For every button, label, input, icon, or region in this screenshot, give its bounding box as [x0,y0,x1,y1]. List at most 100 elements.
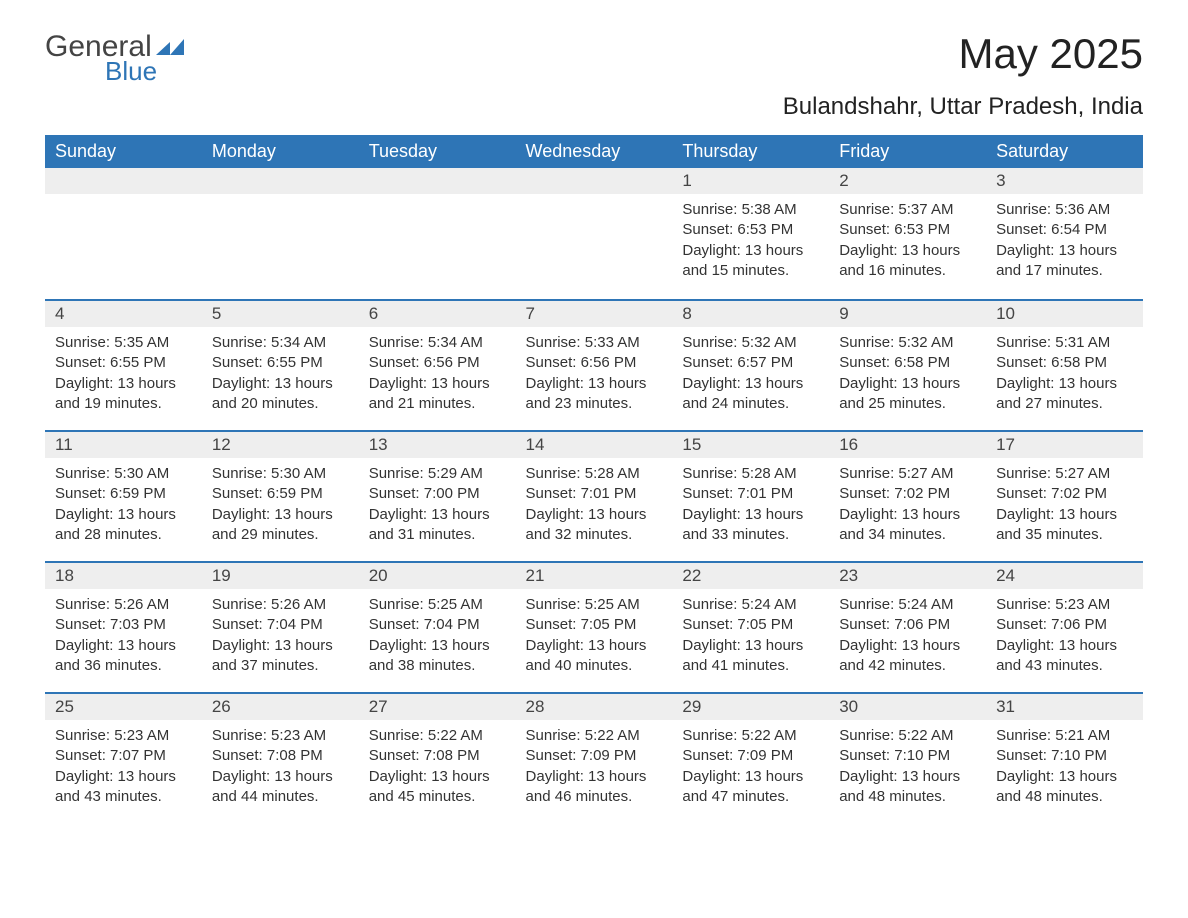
sunset-text: Sunset: 7:08 PM [212,746,349,766]
daylight-text: Daylight: 13 hours and 37 minutes. [212,636,349,677]
day-number-empty [359,168,516,194]
sunrise-text: Sunrise: 5:27 AM [996,464,1133,484]
sunrise-text: Sunrise: 5:22 AM [369,726,506,746]
sunset-text: Sunset: 7:10 PM [996,746,1133,766]
calendar-day-cell: 21Sunrise: 5:25 AMSunset: 7:05 PMDayligh… [516,561,673,692]
weekday-header: Tuesday [359,135,516,168]
daylight-text: Daylight: 13 hours and 25 minutes. [839,374,976,415]
weekday-header: Wednesday [516,135,673,168]
daylight-text: Daylight: 13 hours and 41 minutes. [682,636,819,677]
sunset-text: Sunset: 6:55 PM [212,353,349,373]
weekday-header: Saturday [986,135,1143,168]
day-details: Sunrise: 5:25 AMSunset: 7:04 PMDaylight:… [359,589,516,680]
calendar-day-cell: 15Sunrise: 5:28 AMSunset: 7:01 PMDayligh… [672,430,829,561]
day-number: 17 [986,430,1143,458]
weekday-header: Sunday [45,135,202,168]
daylight-text: Daylight: 13 hours and 15 minutes. [682,241,819,282]
day-number: 31 [986,692,1143,720]
day-details: Sunrise: 5:25 AMSunset: 7:05 PMDaylight:… [516,589,673,680]
sunrise-text: Sunrise: 5:23 AM [55,726,192,746]
header: General Blue May 2025 [45,30,1143,87]
daylight-text: Daylight: 13 hours and 35 minutes. [996,505,1133,546]
sunrise-text: Sunrise: 5:25 AM [526,595,663,615]
calendar-day-cell: 10Sunrise: 5:31 AMSunset: 6:58 PMDayligh… [986,299,1143,430]
day-number: 16 [829,430,986,458]
calendar-table: SundayMondayTuesdayWednesdayThursdayFrid… [45,135,1143,823]
sunrise-text: Sunrise: 5:29 AM [369,464,506,484]
sunrise-text: Sunrise: 5:32 AM [682,333,819,353]
daylight-text: Daylight: 13 hours and 33 minutes. [682,505,819,546]
sunset-text: Sunset: 7:00 PM [369,484,506,504]
sunset-text: Sunset: 7:04 PM [212,615,349,635]
sunrise-text: Sunrise: 5:32 AM [839,333,976,353]
day-details: Sunrise: 5:30 AMSunset: 6:59 PMDaylight:… [45,458,202,549]
daylight-text: Daylight: 13 hours and 31 minutes. [369,505,506,546]
sunrise-text: Sunrise: 5:34 AM [212,333,349,353]
day-number: 28 [516,692,673,720]
day-details: Sunrise: 5:34 AMSunset: 6:56 PMDaylight:… [359,327,516,418]
calendar-day-cell: 23Sunrise: 5:24 AMSunset: 7:06 PMDayligh… [829,561,986,692]
day-number: 14 [516,430,673,458]
calendar-week-row: 4Sunrise: 5:35 AMSunset: 6:55 PMDaylight… [45,299,1143,430]
sunrise-text: Sunrise: 5:23 AM [996,595,1133,615]
daylight-text: Daylight: 13 hours and 38 minutes. [369,636,506,677]
sunset-text: Sunset: 6:56 PM [369,353,506,373]
daylight-text: Daylight: 13 hours and 29 minutes. [212,505,349,546]
sunrise-text: Sunrise: 5:23 AM [212,726,349,746]
weekday-header: Monday [202,135,359,168]
sunset-text: Sunset: 7:01 PM [526,484,663,504]
sunrise-text: Sunrise: 5:36 AM [996,200,1133,220]
daylight-text: Daylight: 13 hours and 48 minutes. [839,767,976,808]
daylight-text: Daylight: 13 hours and 44 minutes. [212,767,349,808]
title-block: May 2025 [959,30,1143,78]
day-number: 4 [45,299,202,327]
day-details: Sunrise: 5:32 AMSunset: 6:57 PMDaylight:… [672,327,829,418]
daylight-text: Daylight: 13 hours and 32 minutes. [526,505,663,546]
page-title: May 2025 [959,30,1143,78]
calendar-day-cell: 11Sunrise: 5:30 AMSunset: 6:59 PMDayligh… [45,430,202,561]
day-number-empty [45,168,202,194]
sunrise-text: Sunrise: 5:26 AM [55,595,192,615]
sunset-text: Sunset: 7:05 PM [526,615,663,635]
day-number: 1 [672,168,829,194]
sunset-text: Sunset: 7:03 PM [55,615,192,635]
day-details: Sunrise: 5:23 AMSunset: 7:08 PMDaylight:… [202,720,359,811]
day-number: 19 [202,561,359,589]
day-details: Sunrise: 5:28 AMSunset: 7:01 PMDaylight:… [672,458,829,549]
day-number: 2 [829,168,986,194]
daylight-text: Daylight: 13 hours and 43 minutes. [55,767,192,808]
day-number: 7 [516,299,673,327]
day-details: Sunrise: 5:31 AMSunset: 6:58 PMDaylight:… [986,327,1143,418]
calendar-week-row: 11Sunrise: 5:30 AMSunset: 6:59 PMDayligh… [45,430,1143,561]
calendar-day-cell: 22Sunrise: 5:24 AMSunset: 7:05 PMDayligh… [672,561,829,692]
calendar-day-cell: 2Sunrise: 5:37 AMSunset: 6:53 PMDaylight… [829,168,986,299]
daylight-text: Daylight: 13 hours and 27 minutes. [996,374,1133,415]
day-number-empty [202,168,359,194]
sunset-text: Sunset: 6:58 PM [996,353,1133,373]
day-details: Sunrise: 5:28 AMSunset: 7:01 PMDaylight:… [516,458,673,549]
sunset-text: Sunset: 6:54 PM [996,220,1133,240]
calendar-day-cell: 7Sunrise: 5:33 AMSunset: 6:56 PMDaylight… [516,299,673,430]
sunset-text: Sunset: 7:08 PM [369,746,506,766]
calendar-day-cell: 9Sunrise: 5:32 AMSunset: 6:58 PMDaylight… [829,299,986,430]
day-details: Sunrise: 5:33 AMSunset: 6:56 PMDaylight:… [516,327,673,418]
sunrise-text: Sunrise: 5:33 AM [526,333,663,353]
calendar-day-cell [359,168,516,299]
day-number-empty [516,168,673,194]
sunset-text: Sunset: 7:10 PM [839,746,976,766]
calendar-day-cell: 19Sunrise: 5:26 AMSunset: 7:04 PMDayligh… [202,561,359,692]
sunrise-text: Sunrise: 5:38 AM [682,200,819,220]
weekday-header: Friday [829,135,986,168]
logo-text-blue: Blue [105,56,184,87]
sunset-text: Sunset: 6:58 PM [839,353,976,373]
daylight-text: Daylight: 13 hours and 45 minutes. [369,767,506,808]
sunset-text: Sunset: 7:02 PM [839,484,976,504]
sunrise-text: Sunrise: 5:31 AM [996,333,1133,353]
sunset-text: Sunset: 7:06 PM [839,615,976,635]
calendar-day-cell: 30Sunrise: 5:22 AMSunset: 7:10 PMDayligh… [829,692,986,823]
daylight-text: Daylight: 13 hours and 20 minutes. [212,374,349,415]
day-details: Sunrise: 5:36 AMSunset: 6:54 PMDaylight:… [986,194,1143,285]
sunrise-text: Sunrise: 5:27 AM [839,464,976,484]
daylight-text: Daylight: 13 hours and 43 minutes. [996,636,1133,677]
calendar-day-cell: 5Sunrise: 5:34 AMSunset: 6:55 PMDaylight… [202,299,359,430]
